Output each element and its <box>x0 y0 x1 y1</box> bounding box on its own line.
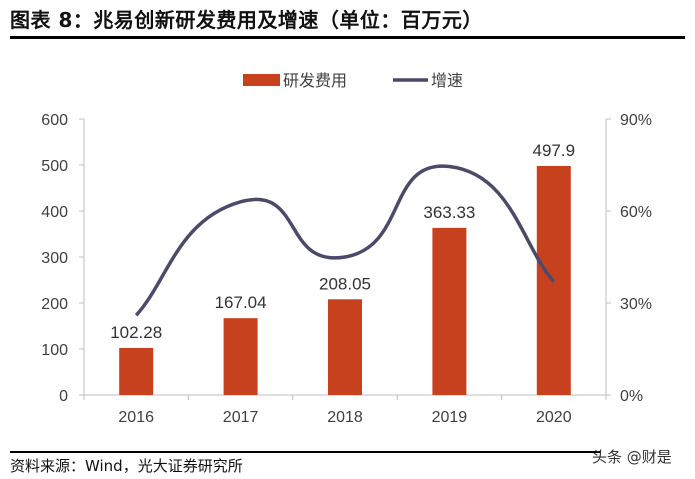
left-tick-label: 500 <box>41 158 68 175</box>
legend-bar-swatch <box>243 74 280 86</box>
left-tick-label: 200 <box>41 296 68 313</box>
legend-bar-label: 研发费用 <box>283 72 347 90</box>
x-tick-label: 2018 <box>327 409 363 426</box>
x-tick-label: 2017 <box>223 409 259 426</box>
bar-2018 <box>328 299 362 395</box>
bar-data-label: 102.28 <box>110 323 162 342</box>
left-tick-label: 0 <box>59 388 68 405</box>
bar-data-label: 208.05 <box>319 274 371 293</box>
left-tick-label: 300 <box>41 250 68 267</box>
bar-2017 <box>223 318 258 395</box>
bar-2016 <box>119 347 154 395</box>
bar-2019 <box>432 227 467 395</box>
source-note: 资料来源：Wind，光大证券研究所 <box>10 457 243 475</box>
right-tick-label: 0% <box>620 388 643 405</box>
bar-data-label: 167.04 <box>215 293 267 312</box>
left-tick-label: 600 <box>41 112 68 129</box>
right-tick-label: 60% <box>620 204 652 221</box>
x-tick-label: 2019 <box>432 409 468 426</box>
left-tick-label: 100 <box>41 342 68 359</box>
title-divider <box>10 36 685 39</box>
source-divider <box>10 451 600 453</box>
chart-title: 图表 8：兆易创新研发费用及增速（单位：百万元） <box>10 8 483 32</box>
bar-data-label: 363.33 <box>423 203 475 222</box>
right-tick-label: 90% <box>620 112 652 129</box>
legend-line-label: 增速 <box>431 72 463 90</box>
left-tick-label: 400 <box>41 204 68 221</box>
x-tick-label: 2020 <box>536 409 572 426</box>
x-tick-label: 2016 <box>118 409 154 426</box>
right-tick-label: 30% <box>620 296 652 313</box>
bar-data-label: 497.9 <box>533 141 576 160</box>
watermark: 头条 @财是 <box>592 448 672 466</box>
